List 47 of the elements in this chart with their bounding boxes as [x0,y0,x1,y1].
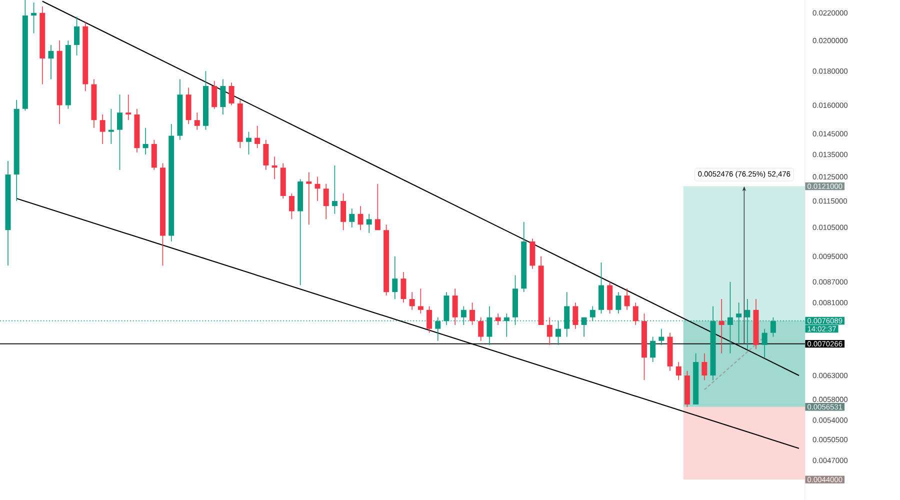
candlestick [616,292,622,314]
candlestick [246,131,252,155]
candlestick [409,292,415,310]
candlestick [366,213,372,234]
candlestick [100,114,106,144]
candlestick [572,302,578,330]
candlestick [228,82,234,106]
candlestick [478,316,484,342]
candlestick [358,206,364,231]
candlestick [220,78,226,115]
candlestick [31,2,37,34]
candlestick [117,94,123,170]
candlestick [632,302,638,326]
candlestick [650,336,656,362]
candlestick [470,302,476,326]
candlestick [762,328,768,358]
candlestick [254,126,260,149]
candlestick [426,306,432,334]
candlestick [718,298,724,354]
candlestick [658,328,664,346]
candlestick [288,193,294,220]
candlestick [340,193,346,231]
candlestick [151,139,157,170]
candlestick [702,352,708,381]
candlestick [306,172,312,226]
candlestick [194,112,200,130]
candlestick [74,16,80,56]
candlestick [624,288,630,310]
candlestick [349,208,355,228]
candlestick [314,176,320,202]
candlestick [272,156,278,180]
candlestick [108,108,114,144]
candlestick [263,139,269,170]
candlestick [418,288,424,314]
candlestick [546,316,552,346]
candlestick [126,94,132,121]
candlestick [400,272,406,304]
candlestick [332,165,338,214]
candlestick [212,80,218,110]
candlestick [48,44,54,80]
candlestick [323,183,329,220]
candlestick [452,288,458,326]
candlestick [392,256,398,300]
candlestick [374,183,380,231]
candlestick [676,362,682,381]
candlestick [495,313,501,326]
candlestick [142,127,148,155]
